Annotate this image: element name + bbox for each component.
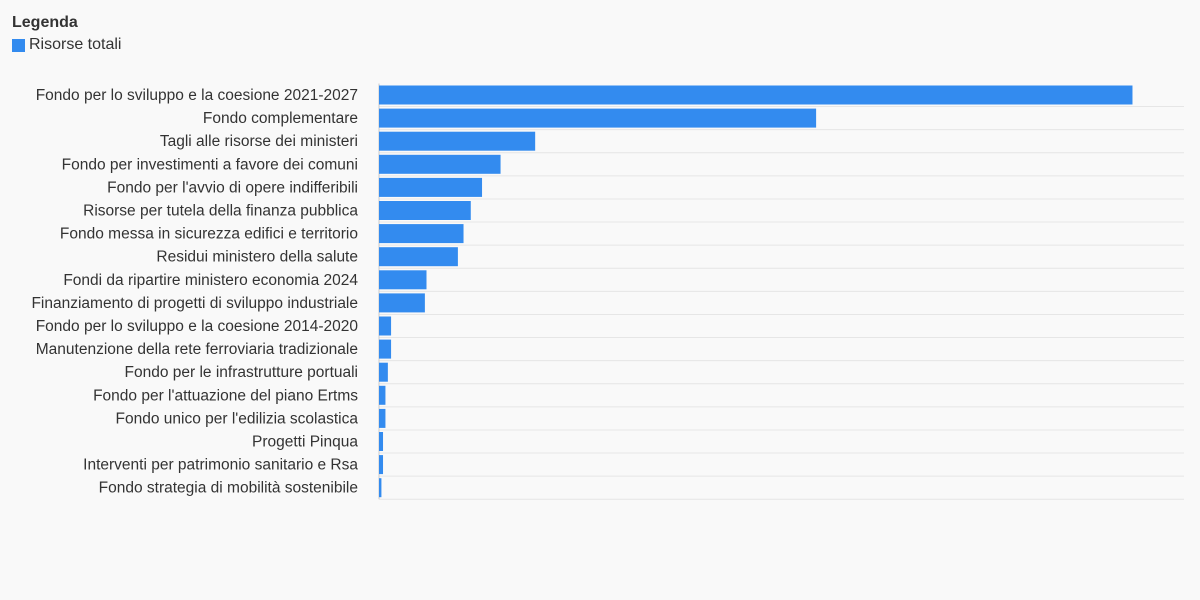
category-label: Interventi per patrimonio sanitario e Rs… xyxy=(83,457,358,474)
bar[interactable] xyxy=(379,108,817,128)
legend: Legenda Risorse totali xyxy=(12,12,121,56)
category-label: Fondo per l'avvio di opere indifferibili xyxy=(107,179,358,196)
category-label: Fondo per l'attuazione del piano Ertms xyxy=(93,387,358,404)
bar[interactable] xyxy=(379,247,458,267)
category-label: Fondi da ripartire ministero economia 20… xyxy=(63,272,358,289)
bar[interactable] xyxy=(379,339,392,359)
bar[interactable] xyxy=(379,293,425,313)
category-label: Fondo per investimenti a favore dei comu… xyxy=(62,156,358,173)
bar[interactable] xyxy=(379,85,1133,105)
bar[interactable] xyxy=(379,224,464,244)
category-label: Manutenzione della rete ferroviaria trad… xyxy=(36,341,358,358)
bar[interactable] xyxy=(379,201,471,220)
category-label: Fondo per lo sviluppo e la coesione 2014… xyxy=(36,318,359,335)
category-label: Finanziamento di progetti di sviluppo in… xyxy=(31,295,358,312)
bar[interactable] xyxy=(379,385,386,405)
bar[interactable] xyxy=(379,177,483,197)
bar[interactable] xyxy=(379,408,386,428)
category-label: Risorse per tutela della finanza pubblic… xyxy=(83,203,358,220)
category-label: Progetti Pinqua xyxy=(252,434,358,451)
legend-item-risorse-totali[interactable]: Risorse totali xyxy=(12,34,121,56)
bar[interactable] xyxy=(379,455,384,475)
legend-title: Legenda xyxy=(12,14,78,31)
bar[interactable] xyxy=(379,478,382,498)
category-label: Fondo per le infrastrutture portuali xyxy=(125,364,358,381)
bar[interactable] xyxy=(379,270,427,290)
legend-swatch xyxy=(12,38,25,52)
bar[interactable] xyxy=(379,432,384,451)
category-label: Fondo complementare xyxy=(203,110,358,127)
bar[interactable] xyxy=(379,154,501,174)
bar[interactable] xyxy=(379,316,392,336)
legend-item-label: Risorse totali xyxy=(29,36,122,53)
category-label: Fondo strategia di mobilità sostenibile xyxy=(99,480,358,497)
category-label: Fondo unico per l'edilizia scolastica xyxy=(116,410,359,427)
bar[interactable] xyxy=(379,362,388,382)
bar[interactable] xyxy=(379,131,536,151)
category-label: Fondo messa in sicurezza edifici e terri… xyxy=(60,226,358,243)
category-label: Fondo per lo sviluppo e la coesione 2021… xyxy=(36,87,358,104)
category-label: Residui ministero della salute xyxy=(156,249,358,266)
category-label: Tagli alle risorse dei ministeri xyxy=(160,133,358,150)
